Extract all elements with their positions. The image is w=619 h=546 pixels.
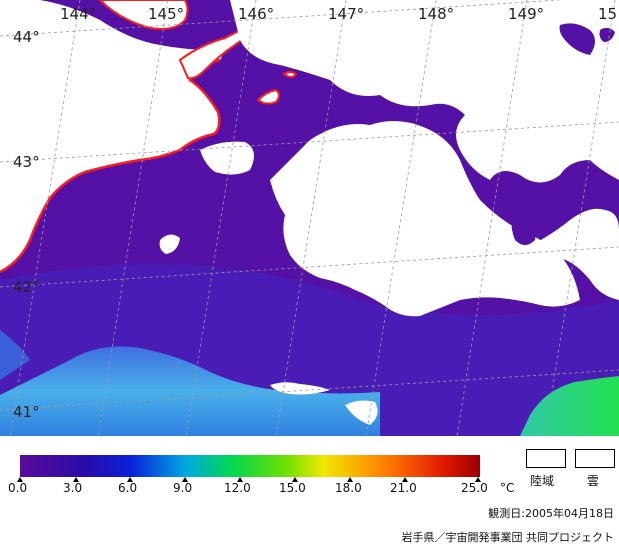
colorbar-tick-0: 0.0	[8, 481, 28, 495]
coastline-hokkaido	[0, 58, 221, 274]
cloud-center	[270, 121, 580, 317]
sea-patch-in-cloud	[511, 203, 537, 245]
colorbar-tick-12: 12.0	[224, 481, 251, 495]
cloud-far-right	[599, 121, 619, 175]
colorbar	[17, 455, 481, 482]
lat-label-42: 42°	[13, 278, 40, 296]
legend-land-label: 陸域	[530, 474, 555, 488]
cloud-spot4	[559, 23, 595, 55]
lon-label-145: 145°	[148, 5, 184, 23]
colorbar-ticks	[17, 477, 481, 482]
warm-water-cyan	[0, 346, 380, 436]
colorbar-tick-9: 9.0	[173, 481, 193, 495]
lon-label-146: 146°	[238, 5, 274, 23]
land-island-small1	[256, 88, 280, 105]
lon-label-149: 149°	[508, 5, 544, 23]
warm-water-green	[520, 376, 619, 436]
lat-label-41: 41°	[13, 403, 40, 421]
cloud-spot2	[270, 382, 330, 395]
observation-date: 観測日:2005年04月18日	[488, 507, 614, 520]
sst-map: 144° 145° 146° 147° 148° 149° 15 44° 43°…	[0, 0, 619, 436]
warm-water-blue	[0, 330, 30, 380]
colorbar-unit: °C	[500, 481, 515, 495]
legend-cloud-label: 雲	[587, 474, 600, 488]
lon-label-144: 144°	[60, 5, 96, 23]
colorbar-tick-18: 18.0	[335, 481, 362, 495]
cloud-right	[520, 208, 619, 300]
lat-label-44: 44°	[13, 28, 40, 46]
sea-patch-in-cloud2	[599, 27, 615, 42]
lat-label-43: 43°	[13, 153, 40, 171]
cloud-top-left-small	[200, 141, 254, 175]
cloud-spot3	[345, 400, 378, 425]
cloud-upper-left	[230, 0, 619, 183]
colorbar-tick-15: 15.0	[279, 481, 306, 495]
land-north	[98, 0, 189, 30]
colorbar-tick-6: 6.0	[118, 481, 138, 495]
graticule	[0, 0, 619, 436]
land-island-small2	[282, 71, 298, 78]
cloud-spot1	[159, 234, 180, 254]
colorbar-gradient	[20, 455, 480, 477]
colorbar-tick-3: 3.0	[63, 481, 83, 495]
lon-label-150: 15	[598, 5, 617, 23]
colorbar-tick-21: 21.0	[390, 481, 417, 495]
land-hokkaido	[0, 0, 222, 272]
legend-cloud-swatch	[575, 449, 615, 468]
colorbar-tick-25: 25.0	[461, 481, 488, 495]
credit-line: 岩手県／宇宙開発事業団 共同プロジェクト	[401, 531, 615, 544]
legend-land-swatch	[526, 449, 566, 468]
lon-label-147: 147°	[328, 5, 364, 23]
lon-label-148: 148°	[418, 5, 454, 23]
